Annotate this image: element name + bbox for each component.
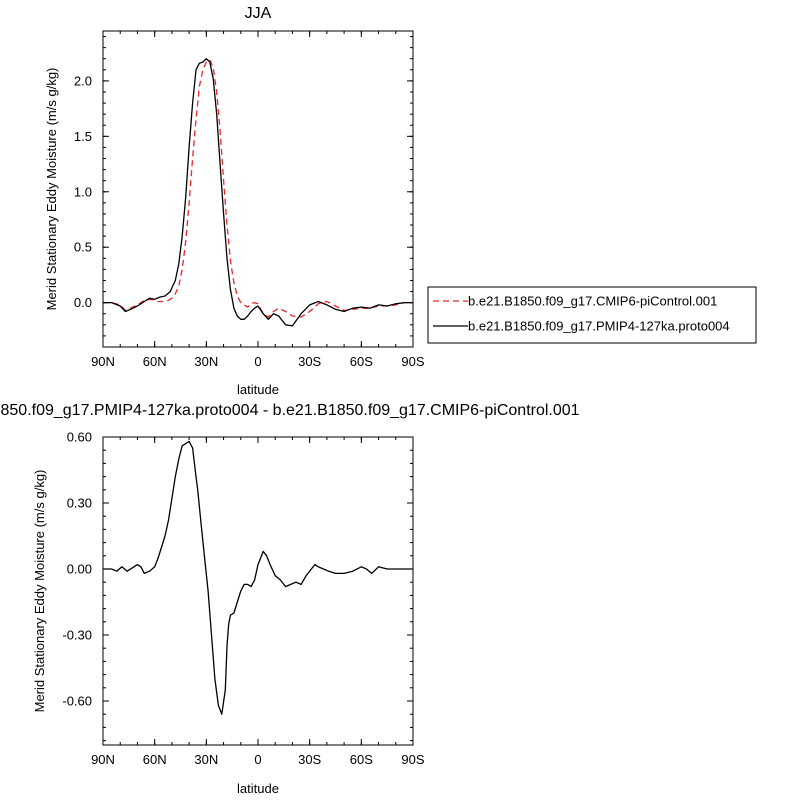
bottom-chart-plot-frame <box>102 436 414 746</box>
top-chart-x-tick-label: 90N <box>91 354 115 369</box>
bottom-chart-series-line-0 <box>103 440 413 715</box>
bottom-chart-x-tick-label: 0 <box>254 752 261 767</box>
bottom-chart-x-tick-label: 60N <box>143 752 167 767</box>
top-chart-x-tick-label: 30N <box>194 354 218 369</box>
bottom-chart-y-tick-label: 0.30 <box>67 496 92 511</box>
top-chart-series-line-0 <box>103 59 413 318</box>
bottom-chart-x-tick-label: 30N <box>194 752 218 767</box>
top-chart-legend: b.e21.B1850.f09_g17.CMIP6-piControl.001 … <box>427 286 757 344</box>
top-chart-title: JJA <box>245 5 272 22</box>
legend-box <box>427 286 757 344</box>
top-chart-y-tick-label: 1.0 <box>74 184 92 199</box>
top-chart: JJA 90N 60N 30N 0 30S 60S 90S 0.0 0.5 1.0 1.5 2.0 l… <box>44 5 757 397</box>
bottom-chart-y-tick-label: 0.60 <box>67 430 92 445</box>
top-chart-series-line-1 <box>103 58 413 327</box>
top-chart-x-tick-label: 30S <box>298 354 321 369</box>
bottom-chart-y-tick-label: -0.60 <box>62 694 92 709</box>
legend-label-picontrol: b.e21.B1850.f09_g17.CMIP6-piControl.001 <box>468 294 717 309</box>
top-chart-x-tick-label: 90S <box>401 354 424 369</box>
top-chart-y-tick-label: 0.0 <box>74 295 92 310</box>
bottom-chart-y-tick-label: -0.30 <box>62 628 92 643</box>
bottom-chart-x-tick-label: 30S <box>298 752 321 767</box>
bottom-chart-ticks: 90N 60N 30N 0 30S 60S 90S 0.60 0.30 0.00 -0.30 -0.6… <box>62 430 425 768</box>
bottom-chart-x-tick-label: 60S <box>350 752 373 767</box>
bottom-chart-y-tick-label: 0.00 <box>67 562 92 577</box>
top-chart-x-tick-label: 60S <box>350 354 373 369</box>
bottom-chart-x-tick-label: 90N <box>91 752 115 767</box>
top-chart-y-tick-label: 2.0 <box>74 73 92 88</box>
top-chart-x-tick-label: 60N <box>143 354 167 369</box>
top-chart-ticks: 90N 60N 30N 0 30S 60S 90S 0.0 0.5 1.0 1.5 2.0 <box>74 31 425 369</box>
top-chart-y-tick-label: 0.5 <box>74 240 92 255</box>
bottom-chart-series-group <box>103 440 413 715</box>
bottom-chart-x-axis-label: latitude <box>237 781 279 796</box>
bottom-chart-x-tick-label: 90S <box>401 752 424 767</box>
bottom-chart: b.e21.B1850.f09_g17.PMIP4-127ka.proto004… <box>0 402 580 796</box>
top-chart-x-tick-label: 0 <box>254 354 261 369</box>
top-chart-x-axis-label: latitude <box>237 382 279 397</box>
bottom-chart-y-axis-label: Merid Stationary Eddy Moisture (m/s g/kg… <box>32 470 47 713</box>
top-chart-series-group <box>103 58 413 327</box>
top-chart-y-tick-label: 1.5 <box>74 129 92 144</box>
top-chart-y-axis-label: Merid Stationary Eddy Moisture (m/s g/kg… <box>44 68 59 311</box>
legend-label-pmip4: b.e21.B1850.f09_g17.PMIP4-127ka.proto004 <box>468 319 730 334</box>
bottom-chart-title: b.e21.B1850.f09_g17.PMIP4-127ka.proto004… <box>0 402 580 419</box>
